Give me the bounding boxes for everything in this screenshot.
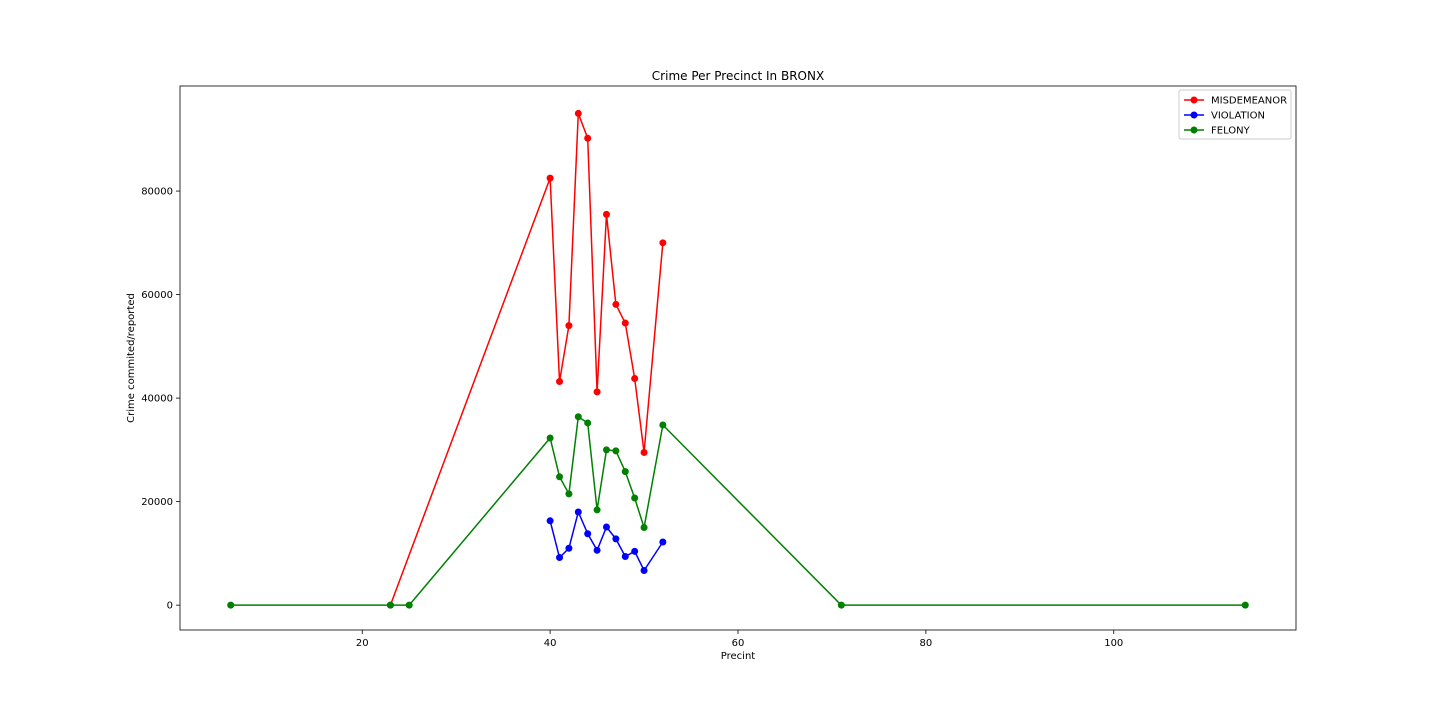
series-violation bbox=[546, 508, 667, 574]
data-point-misdemeanor bbox=[584, 134, 592, 142]
data-point-felony bbox=[593, 506, 601, 514]
data-point-felony bbox=[659, 421, 667, 429]
x-tick-label: 80 bbox=[920, 638, 933, 649]
data-point-felony bbox=[386, 601, 394, 609]
data-point-misdemeanor bbox=[640, 448, 648, 456]
data-point-violation bbox=[584, 530, 592, 538]
y-tick-label: 0 bbox=[167, 601, 173, 612]
data-point-violation bbox=[621, 553, 629, 560]
legend-item-felony: FELONY bbox=[1184, 126, 1251, 137]
data-point-violation bbox=[546, 517, 554, 525]
data-point-misdemeanor bbox=[621, 319, 629, 327]
data-point-felony bbox=[227, 601, 235, 609]
data-point-violation bbox=[659, 538, 667, 546]
legend-label: VIOLATION bbox=[1211, 111, 1265, 122]
data-point-felony bbox=[837, 601, 845, 609]
data-point-misdemeanor bbox=[556, 378, 564, 386]
data-point-violation bbox=[602, 523, 610, 531]
data-point-felony bbox=[612, 447, 620, 455]
data-point-misdemeanor bbox=[602, 210, 610, 218]
y-axis-label: Crime commited/reported bbox=[126, 293, 137, 423]
y-tick-label: 40000 bbox=[141, 394, 173, 405]
series-felony bbox=[227, 413, 1249, 609]
chart-title: Crime Per Precinct In BRONX bbox=[652, 69, 824, 83]
x-tick-label: 20 bbox=[356, 638, 369, 649]
data-point-felony bbox=[584, 419, 592, 427]
legend: MISDEMEANOR VIOLATION FELONY bbox=[1178, 89, 1292, 140]
data-point-felony bbox=[556, 473, 564, 481]
data-point-misdemeanor bbox=[631, 374, 639, 382]
y-tick-label: 20000 bbox=[141, 497, 173, 508]
data-point-felony bbox=[640, 524, 648, 532]
data-point-felony bbox=[631, 494, 639, 502]
axes: 20 40 60 80 100 0 20000 40000 60000 80000 bbox=[141, 85, 1297, 649]
data-point-felony bbox=[602, 446, 610, 454]
data-point-felony bbox=[565, 490, 573, 498]
data-point-misdemeanor bbox=[574, 109, 582, 117]
x-tick-label: 100 bbox=[1104, 638, 1123, 649]
data-point-violation bbox=[593, 546, 601, 554]
x-tick-label: 60 bbox=[732, 638, 745, 649]
data-point-felony bbox=[546, 434, 554, 442]
data-point-violation bbox=[556, 554, 564, 562]
legend-swatch-marker bbox=[1190, 126, 1198, 134]
y-tick-label: 60000 bbox=[141, 290, 173, 301]
x-tick-label: 40 bbox=[544, 638, 557, 649]
plot-background bbox=[180, 86, 1296, 630]
data-point-misdemeanor bbox=[546, 174, 554, 182]
data-point-felony bbox=[405, 601, 413, 609]
legend-swatch-marker bbox=[1190, 96, 1198, 104]
data-point-violation bbox=[640, 566, 648, 574]
legend-swatch-marker bbox=[1190, 111, 1198, 119]
y-tick-label: 80000 bbox=[141, 187, 173, 198]
data-point-violation bbox=[574, 508, 582, 516]
legend-label: MISDEMEANOR bbox=[1211, 96, 1287, 107]
data-point-violation bbox=[612, 535, 620, 543]
legend-item-misdemeanor: MISDEMEANOR bbox=[1184, 96, 1287, 107]
data-point-felony bbox=[574, 413, 582, 421]
data-point-felony bbox=[621, 468, 629, 476]
legend-box bbox=[1178, 89, 1292, 140]
data-point-misdemeanor bbox=[593, 388, 601, 396]
data-point-misdemeanor bbox=[659, 239, 667, 247]
series-misdemeanor bbox=[386, 109, 667, 609]
x-axis-label: Precint bbox=[721, 651, 756, 662]
data-point-misdemeanor bbox=[565, 322, 573, 330]
legend-label: FELONY bbox=[1211, 126, 1251, 137]
series-layer bbox=[227, 109, 1249, 609]
data-point-misdemeanor bbox=[612, 300, 620, 308]
data-point-felony bbox=[1241, 601, 1249, 609]
plot-area bbox=[180, 86, 1296, 630]
data-point-violation bbox=[565, 544, 573, 552]
data-point-violation bbox=[631, 547, 639, 555]
legend-item-violation: VIOLATION bbox=[1184, 111, 1265, 122]
